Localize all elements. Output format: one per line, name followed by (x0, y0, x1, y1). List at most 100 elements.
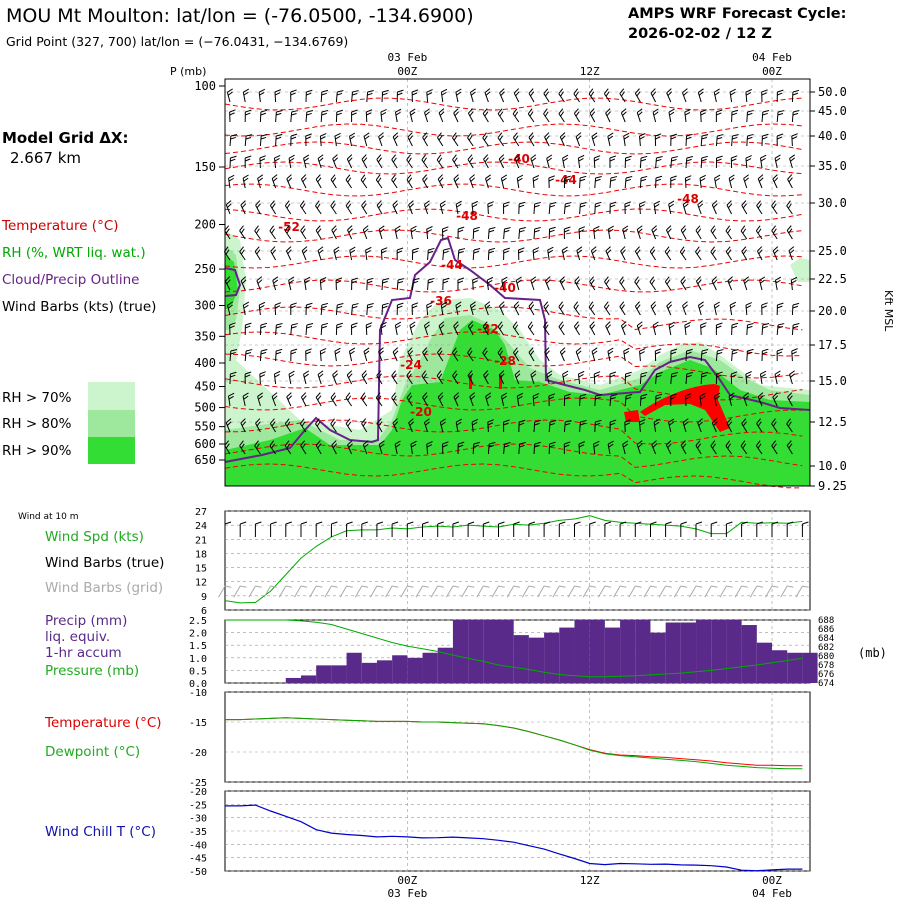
barb-shaft (533, 443, 536, 455)
wind-barb (320, 322, 329, 336)
barb-flag (528, 132, 534, 138)
barb-flag (696, 249, 701, 255)
rh90-region (225, 320, 810, 486)
barb-flag (591, 324, 596, 330)
wind-barb (380, 108, 387, 123)
wind-barb (728, 392, 735, 407)
barb-flag (517, 174, 524, 179)
barb-flag (669, 111, 675, 116)
precip-blob-1 (624, 410, 640, 422)
wind-barb (361, 154, 368, 169)
barb-shaft (315, 397, 322, 407)
barb-shaft (406, 375, 413, 385)
barb-shaft (226, 305, 231, 316)
wind-barb (700, 155, 708, 169)
barb-flag (605, 246, 611, 252)
wind-barb (579, 175, 587, 189)
barb-flag (351, 277, 358, 281)
barb-flag (777, 112, 784, 116)
barb-flag (504, 227, 511, 230)
barb-flag (259, 92, 265, 96)
barb-flag (726, 200, 732, 206)
barb-flag (776, 136, 783, 140)
precip-streak-2 (499, 375, 502, 389)
barb-flag (453, 157, 458, 163)
barb-shaft (319, 350, 322, 362)
barb-flag (680, 440, 686, 446)
barb-flag (637, 443, 643, 448)
wind-barb (518, 247, 525, 261)
barb-flag (473, 444, 479, 448)
barb-flag (380, 112, 387, 116)
barb-flag (777, 302, 784, 306)
wind-barb (761, 133, 769, 147)
wind-barb (421, 154, 429, 169)
barb-flag (655, 348, 662, 352)
barb-shaft (710, 230, 717, 240)
barb-flag (745, 371, 752, 375)
barb-shaft (284, 205, 292, 215)
wind-barb (650, 301, 657, 316)
grid-wind-barb (430, 585, 444, 598)
wind-barb (345, 418, 353, 433)
barb-shaft (776, 324, 779, 336)
barb-shaft (786, 423, 793, 433)
barb-flag (787, 585, 794, 588)
barb-flag (714, 177, 720, 182)
barb-flag (743, 276, 750, 281)
barb-flag (788, 246, 795, 252)
barb-shaft (315, 423, 322, 433)
barb-flag (230, 374, 236, 378)
barb-flag (544, 111, 549, 117)
surface-wind-barb (619, 521, 627, 537)
cloud-outline-left (224, 267, 242, 297)
barb-flag (606, 324, 611, 330)
barb-flag (545, 350, 550, 356)
barb-shaft (275, 111, 277, 123)
barb-flag (655, 351, 661, 355)
wind-barb (225, 200, 232, 215)
wind-barb (714, 392, 721, 407)
panel-tick-label: -40 (189, 840, 207, 851)
barb-flag (240, 249, 245, 255)
panel-frame (224, 691, 811, 783)
barb-shaft (786, 230, 793, 240)
wind-barb (286, 174, 293, 189)
barb-flag (397, 92, 403, 96)
wind-barb (544, 132, 550, 147)
barb-flag (610, 396, 616, 400)
barb-flag (453, 350, 458, 356)
barb-shaft (714, 396, 717, 407)
barb-shaft (320, 91, 323, 103)
barb-flag (320, 351, 326, 355)
barb-flag (378, 421, 383, 427)
barb-flag (744, 177, 750, 182)
barb-flag (622, 225, 629, 230)
barb-shaft (700, 135, 703, 147)
barb-shaft (361, 423, 368, 433)
barb-shaft (391, 159, 398, 169)
barb-flag (345, 418, 351, 424)
barb-shaft (634, 306, 641, 316)
barb-shaft (376, 159, 383, 169)
barb-shaft (275, 350, 277, 362)
barb-flag (654, 203, 660, 208)
barb-shaft (345, 397, 353, 407)
barb-shaft (225, 204, 231, 215)
barb-shaft (761, 324, 764, 336)
barb-flag (468, 350, 473, 356)
barb-flag (639, 201, 646, 205)
barb-flag (332, 203, 336, 209)
barb-shaft (514, 158, 520, 169)
barb-shaft (469, 178, 474, 189)
barb-flag (362, 421, 367, 427)
barb-flag (330, 418, 335, 425)
barb-flag (760, 373, 766, 378)
pressure-line (225, 619, 803, 678)
wind-barb (594, 419, 602, 433)
precip-bar (468, 620, 484, 683)
wind-barb (348, 132, 356, 147)
bottom-hour-label: 00Z (762, 874, 782, 887)
barb-flag (741, 585, 748, 588)
barb-shaft (537, 585, 545, 598)
